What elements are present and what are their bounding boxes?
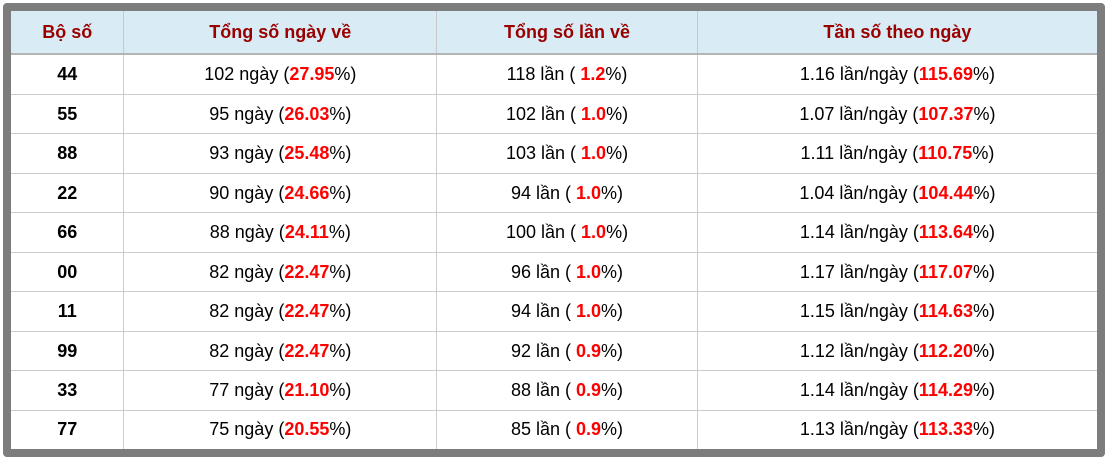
times-percent: 0.9 xyxy=(576,419,602,440)
freq-cell: 1.12 lần/ngày (112.20%) xyxy=(697,331,1097,372)
freq-percent: 115.69 xyxy=(918,63,973,84)
times-percent: 1.0 xyxy=(581,103,607,124)
times-percent: 1.2 xyxy=(580,63,606,84)
days-cell: 77 ngày (21.10%) xyxy=(123,370,438,411)
times-percent: 1.0 xyxy=(576,301,602,322)
freq-cell: 1.04 lần/ngày (104.44%) xyxy=(697,173,1097,214)
pair-cell: 99 xyxy=(11,331,125,372)
days-percent: 20.55 xyxy=(284,419,330,440)
days-percent: 25.48 xyxy=(284,143,330,164)
days-cell: 82 ngày (22.47%) xyxy=(123,291,438,332)
freq-percent: 114.29 xyxy=(918,380,973,401)
freq-percent: 113.64 xyxy=(918,222,973,243)
times-cell: 85 lần ( 0.9%) xyxy=(436,410,698,449)
pair-cell: 00 xyxy=(11,252,125,293)
freq-percent: 110.75 xyxy=(918,143,973,164)
days-percent: 24.66 xyxy=(284,182,330,203)
table-row: 55 95 ngày (26.03%) 102 lần ( 1.0%) 1.07… xyxy=(11,94,1097,135)
table-row: 77 75 ngày (20.55%) 85 lần ( 0.9%) 1.13 … xyxy=(11,410,1097,449)
pair-cell: 22 xyxy=(11,173,125,214)
days-cell: 90 ngày (24.66%) xyxy=(123,173,438,214)
loto-pair-stats-table: Bộ số Tổng số ngày về Tổng số lần về Tần… xyxy=(11,11,1097,449)
freq-percent: 117.07 xyxy=(918,261,973,282)
days-percent: 24.11 xyxy=(284,222,329,243)
days-cell: 102 ngày (27.95%) xyxy=(123,54,438,95)
column-header-days: Tổng số ngày về xyxy=(123,11,438,55)
column-header-pair: Bộ số xyxy=(11,11,125,55)
table-row: 33 77 ngày (21.10%) 88 lần ( 0.9%) 1.14 … xyxy=(11,370,1097,411)
days-cell: 93 ngày (25.48%) xyxy=(123,133,438,174)
days-percent: 26.03 xyxy=(284,103,330,124)
pair-cell: 55 xyxy=(11,94,125,135)
pair-cell: 88 xyxy=(11,133,125,174)
pair-cell: 33 xyxy=(11,370,125,411)
times-cell: 88 lần ( 0.9%) xyxy=(436,370,698,411)
times-percent: 0.9 xyxy=(576,340,602,361)
freq-cell: 1.14 lần/ngày (113.64%) xyxy=(697,212,1097,253)
days-cell: 75 ngày (20.55%) xyxy=(123,410,438,449)
freq-cell: 1.13 lần/ngày (113.33%) xyxy=(697,410,1097,449)
table-header: Bộ số Tổng số ngày về Tổng số lần về Tần… xyxy=(11,11,1097,55)
times-cell: 94 lần ( 1.0%) xyxy=(436,173,698,214)
table-row: 66 88 ngày (24.11%) 100 lần ( 1.0%) 1.14… xyxy=(11,212,1097,253)
pair-cell: 77 xyxy=(11,410,125,449)
header-row: Bộ số Tổng số ngày về Tổng số lần về Tần… xyxy=(11,11,1097,55)
days-cell: 82 ngày (22.47%) xyxy=(123,252,438,293)
freq-percent: 107.37 xyxy=(918,103,974,124)
table-row: 11 82 ngày (22.47%) 94 lần ( 1.0%) 1.15 … xyxy=(11,291,1097,332)
freq-cell: 1.07 lần/ngày (107.37%) xyxy=(697,94,1097,135)
times-percent: 0.9 xyxy=(576,380,602,401)
table-row: 44 102 ngày (27.95%) 118 lần ( 1.2%) 1.1… xyxy=(11,54,1097,95)
days-percent: 21.10 xyxy=(284,380,330,401)
times-cell: 100 lần ( 1.0%) xyxy=(436,212,698,253)
days-cell: 95 ngày (26.03%) xyxy=(123,94,438,135)
freq-cell: 1.14 lần/ngày (114.29%) xyxy=(697,370,1097,411)
column-header-freq: Tần số theo ngày xyxy=(697,11,1097,55)
days-percent: 22.47 xyxy=(284,261,330,282)
table-body: 44 102 ngày (27.95%) 118 lần ( 1.2%) 1.1… xyxy=(11,54,1097,449)
times-percent: 1.0 xyxy=(581,222,607,243)
freq-percent: 114.63 xyxy=(918,301,973,322)
times-cell: 103 lần ( 1.0%) xyxy=(436,133,698,174)
freq-cell: 1.15 lần/ngày (114.63%) xyxy=(697,291,1097,332)
table-row: 22 90 ngày (24.66%) 94 lần ( 1.0%) 1.04 … xyxy=(11,173,1097,214)
days-percent: 27.95 xyxy=(289,63,335,84)
days-cell: 82 ngày (22.47%) xyxy=(123,331,438,372)
pair-cell: 66 xyxy=(11,212,125,253)
table-row: 00 82 ngày (22.47%) 96 lần ( 1.0%) 1.17 … xyxy=(11,252,1097,293)
table-frame: Bộ số Tổng số ngày về Tổng số lần về Tần… xyxy=(3,3,1105,457)
freq-cell: 1.16 lần/ngày (115.69%) xyxy=(697,54,1097,95)
table-row: 99 82 ngày (22.47%) 92 lần ( 0.9%) 1.12 … xyxy=(11,331,1097,372)
pair-cell: 11 xyxy=(11,291,125,332)
table-row: 88 93 ngày (25.48%) 103 lần ( 1.0%) 1.11… xyxy=(11,133,1097,174)
freq-cell: 1.17 lần/ngày (117.07%) xyxy=(697,252,1097,293)
days-cell: 88 ngày (24.11%) xyxy=(123,212,438,253)
times-percent: 1.0 xyxy=(581,143,607,164)
column-header-times: Tổng số lần về xyxy=(436,11,698,55)
times-cell: 118 lần ( 1.2%) xyxy=(436,54,698,95)
times-cell: 92 lần ( 0.9%) xyxy=(436,331,698,372)
freq-percent: 112.20 xyxy=(918,340,973,361)
pair-cell: 44 xyxy=(11,54,125,95)
times-cell: 102 lần ( 1.0%) xyxy=(436,94,698,135)
days-percent: 22.47 xyxy=(284,340,330,361)
times-cell: 96 lần ( 1.0%) xyxy=(436,252,698,293)
freq-percent: 113.33 xyxy=(918,419,973,440)
freq-cell: 1.11 lần/ngày (110.75%) xyxy=(697,133,1097,174)
times-percent: 1.0 xyxy=(576,261,602,282)
days-percent: 22.47 xyxy=(284,301,330,322)
times-cell: 94 lần ( 1.0%) xyxy=(436,291,698,332)
freq-percent: 104.44 xyxy=(918,182,974,203)
times-percent: 1.0 xyxy=(576,182,602,203)
